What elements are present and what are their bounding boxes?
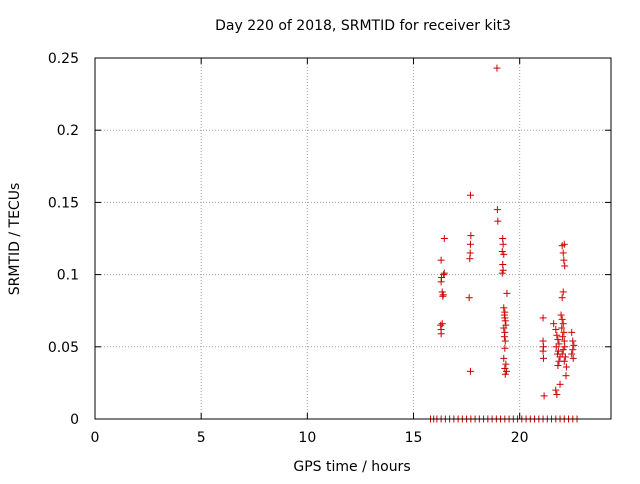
data-point-marker xyxy=(559,333,567,341)
data-point-marker xyxy=(539,354,547,362)
data-point-marker xyxy=(466,255,474,263)
data-point-marker xyxy=(569,354,577,362)
axis-ticks xyxy=(94,57,611,420)
data-point-marker xyxy=(561,343,569,351)
data-point-marker xyxy=(498,269,506,277)
data-point-marker xyxy=(438,320,446,328)
y-tick-label: 0.05 xyxy=(48,340,79,356)
data-point-marker xyxy=(562,363,570,371)
data-point-marker xyxy=(560,240,568,248)
data-point-marker xyxy=(437,330,445,338)
data-point-marker xyxy=(498,247,506,255)
data-point-marker xyxy=(539,314,547,322)
data-point-marker xyxy=(493,64,501,72)
data-point-marker xyxy=(570,341,578,349)
data-point-marker xyxy=(439,291,447,299)
data-point-marker xyxy=(557,311,565,319)
data-point-marker xyxy=(500,324,508,332)
x-tick-label: 10 xyxy=(298,430,316,446)
x-tick-label: 0 xyxy=(91,430,100,446)
data-point-marker xyxy=(552,343,560,351)
data-points xyxy=(427,64,581,423)
data-point-marker xyxy=(501,370,509,378)
data-point-marker xyxy=(503,289,511,297)
data-point-marker xyxy=(559,346,567,354)
data-point-marker xyxy=(559,320,567,328)
data-point-marker xyxy=(500,333,508,341)
x-tick-label: 5 xyxy=(197,430,206,446)
data-point-marker xyxy=(554,347,562,355)
data-point-marker xyxy=(501,344,509,352)
y-tick-label: 0.2 xyxy=(57,123,79,139)
data-point-marker xyxy=(559,288,567,296)
data-point-marker xyxy=(502,360,510,368)
data-point-marker xyxy=(569,337,577,345)
data-point-marker xyxy=(499,266,507,274)
data-point-marker xyxy=(562,372,570,380)
x-tick-label: 15 xyxy=(405,430,423,446)
data-point-marker xyxy=(553,331,561,339)
y-tick-label: 0.15 xyxy=(48,195,79,211)
data-point-marker xyxy=(493,206,501,214)
data-point-marker xyxy=(539,347,547,355)
data-point-marker xyxy=(466,367,474,375)
data-point-marker xyxy=(554,362,562,370)
data-point-marker xyxy=(437,256,445,264)
data-point-marker xyxy=(556,380,564,388)
data-point-marker xyxy=(500,304,508,312)
data-point-marker xyxy=(560,357,568,365)
x-axis-label: GPS time / hours xyxy=(293,459,410,475)
x-tick-label: 20 xyxy=(511,430,529,446)
data-point-marker xyxy=(440,269,448,277)
data-point-marker xyxy=(568,328,576,336)
data-point-marker xyxy=(561,353,569,361)
data-point-marker xyxy=(500,250,508,258)
data-point-marker xyxy=(465,294,473,302)
data-point-marker xyxy=(558,350,566,358)
data-point-marker xyxy=(466,240,474,248)
data-point-marker xyxy=(501,317,509,325)
data-point-marker xyxy=(503,367,511,375)
data-point-marker xyxy=(501,337,509,345)
data-point-marker xyxy=(494,217,502,225)
data-point-marker xyxy=(466,191,474,199)
data-point-marker xyxy=(559,249,567,257)
data-point-marker xyxy=(554,336,562,344)
y-tick-label: 0 xyxy=(70,412,79,428)
data-point-marker xyxy=(440,235,448,242)
chart-title: Day 220 of 2018, SRMTID for receiver kit… xyxy=(215,18,511,34)
data-point-marker xyxy=(438,288,446,296)
data-point-marker xyxy=(558,324,566,332)
data-point-marker xyxy=(553,390,561,398)
y-tick-label: 0.25 xyxy=(48,51,79,67)
y-axis-label: SRMTID / TECUs xyxy=(7,183,23,296)
data-point-marker xyxy=(558,294,566,302)
data-point-marker xyxy=(467,232,475,240)
data-point-marker xyxy=(552,386,560,394)
data-point-marker xyxy=(560,256,568,264)
grid-lines xyxy=(95,58,611,419)
data-point-marker xyxy=(500,354,508,362)
data-point-marker xyxy=(569,346,577,354)
data-point-marker xyxy=(561,262,569,270)
y-tick-label: 0.1 xyxy=(57,268,79,284)
data-point-marker xyxy=(552,325,560,333)
data-point-marker xyxy=(568,350,576,358)
plot-border xyxy=(94,57,612,420)
tick-labels: 0 5 10 15 20 0 0.05 0.1 0.15 0.2 0.25 xyxy=(48,51,529,446)
data-point-marker xyxy=(550,320,558,328)
data-point-marker xyxy=(440,271,448,279)
data-point-marker xyxy=(558,315,566,323)
data-point-marker xyxy=(560,328,568,336)
data-point-marker xyxy=(540,392,548,400)
data-point-marker xyxy=(499,240,507,248)
